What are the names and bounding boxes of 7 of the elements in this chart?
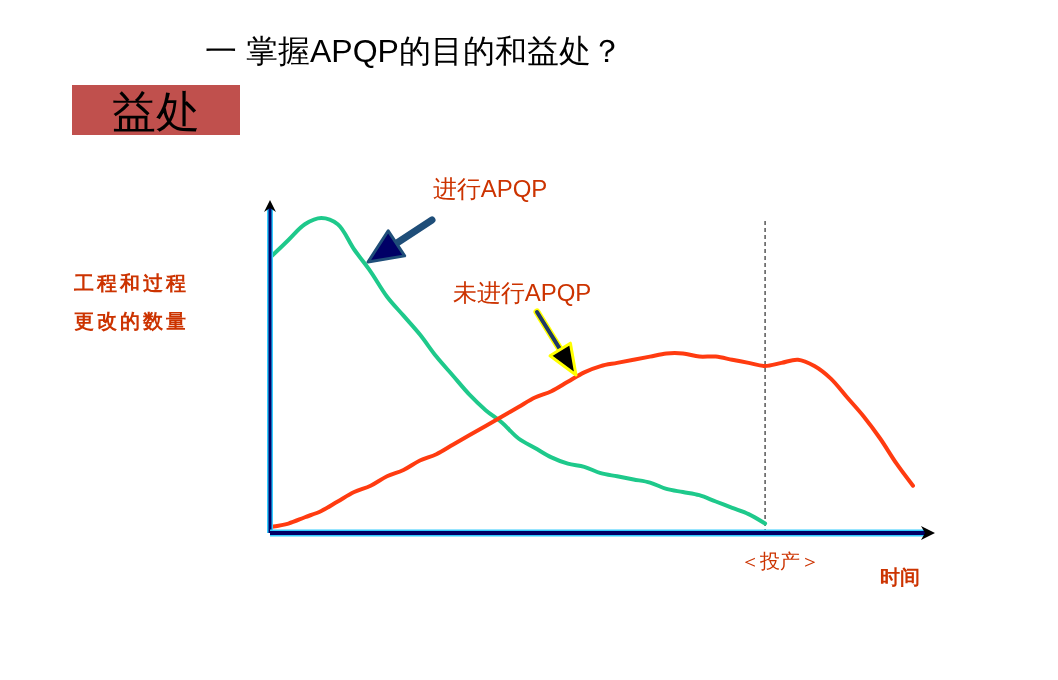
text: ＜投产＞ [740,550,821,572]
y-axis-title: 工程和过程更改的数量 [72,272,189,332]
x-axis-title: 时间 [880,566,920,588]
chart-subtitle: 益处 [112,88,200,137]
text: 进行APQP [432,175,548,202]
chart-title: 一 掌握APQP的目的和益处？ [205,33,623,69]
annotation: 未进行APQP [452,279,592,306]
